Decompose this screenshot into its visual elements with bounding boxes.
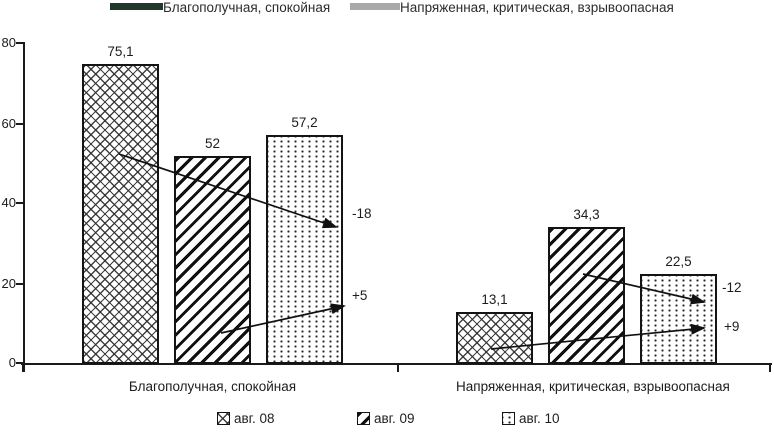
legend-swatch-napryazhennaya [350,3,400,10]
y-tick-80 [16,42,24,44]
bar-avg08-group1 [82,63,159,364]
bar-value-avg08-group1: 75,1 [107,43,134,59]
x-tick-middle [397,364,399,372]
y-tick-0 [16,362,24,364]
category-label-group2: Напряженная, критическая, взрывоопасная [456,379,730,394]
y-tick-20 [16,283,24,285]
x-tick-end [769,364,771,372]
y-tick-label-20: 20 [1,276,16,291]
legend-label-avg09: авг. 09 [374,411,415,426]
bar-avg09-group1 [174,156,251,364]
y-tick-label-0: 0 [8,355,16,370]
y-tick-label-80: 80 [1,35,16,50]
legend-swatch-blagopoluchnaya [110,3,163,10]
y-tick-60 [16,123,24,125]
legend-label-avg10: авг. 10 [519,411,560,426]
bar-value-avg10-group2: 22,5 [665,254,692,269]
category-label-group1: Благополучная, спокойная [128,379,297,394]
annotation-minus12: -12 [722,280,742,295]
legend-label-blagopoluchnaya: Благополучная, спокойная [163,0,331,15]
y-axis-line [23,42,25,372]
bar-value-avg10-group1: 57,2 [291,115,318,131]
x-tick-origin [22,364,24,372]
legend-swatch-avg10 [502,412,515,425]
bar-value-avg09-group1: 52 [204,136,221,151]
annotation-plus5: +5 [352,288,368,303]
y-tick-label-60: 60 [1,116,16,131]
bar-avg08-group2 [456,311,533,364]
annotation-plus9: +9 [724,319,740,334]
bar-value-avg09-group2: 34,3 [573,206,600,222]
x-axis-line [21,363,772,365]
legend-swatch-avg09 [357,412,370,425]
legend-swatch-avg08 [217,412,230,425]
bar-value-avg08-group2: 13,1 [481,291,508,307]
y-tick-label-40: 40 [1,195,16,210]
legend-label-napryazhennaya: Напряженная, критическая, взрывоопасная [400,0,674,15]
annotation-minus18: -18 [352,206,372,221]
y-tick-40 [16,202,24,204]
bar-avg10-group1 [266,135,343,364]
bar-avg10-group2 [640,274,717,364]
legend-label-avg08: авг. 08 [234,411,275,426]
bar-avg09-group2 [548,226,625,364]
